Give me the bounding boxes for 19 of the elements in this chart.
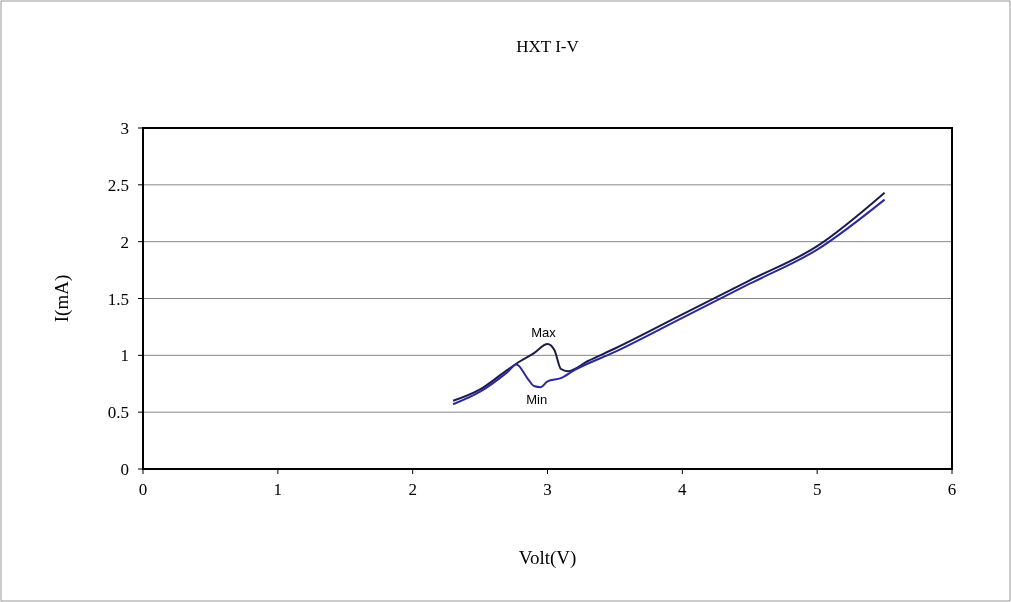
y-tick-label: 1.5 [107, 289, 129, 309]
x-tick-label: 1 [273, 480, 283, 499]
y-tick-label: 2.5 [107, 175, 129, 195]
chart-title: HXT I-V [516, 37, 580, 56]
y-tick-label: 0.5 [107, 403, 129, 423]
x-tick-label: 2 [408, 480, 417, 499]
y-axis-title: I(mA) [51, 274, 73, 323]
y-tick-label: 0 [120, 460, 129, 479]
x-tick-label: 5 [812, 480, 822, 499]
y-tick-label: 3 [120, 119, 129, 138]
x-tick-label: 6 [947, 480, 957, 499]
x-tick-label: 4 [678, 480, 688, 499]
x-tick-label: 0 [138, 480, 148, 499]
x-axis-title: Volt(V) [518, 547, 577, 569]
series-label: Min [526, 392, 548, 408]
y-tick-label: 2 [120, 232, 129, 252]
series-label: Max [531, 324, 557, 340]
y-tick-label: 1 [120, 346, 129, 366]
x-tick-label: 3 [543, 480, 552, 499]
